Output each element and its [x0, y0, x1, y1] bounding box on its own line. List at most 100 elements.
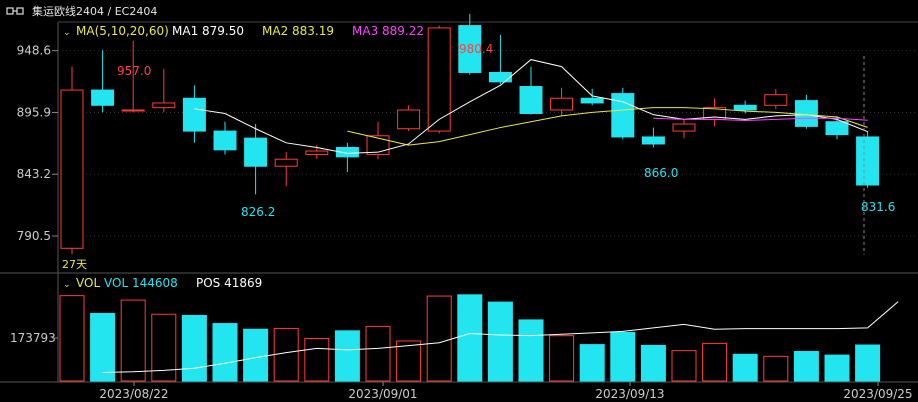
- candle-body: [213, 130, 237, 151]
- ma3-value: MA3 889.22: [352, 24, 424, 38]
- link-icon[interactable]: [6, 5, 24, 17]
- price-axis-tick: 948.6: [17, 44, 51, 58]
- chevron-down-icon[interactable]: ⌄: [63, 280, 71, 290]
- candle: [641, 127, 665, 148]
- pos-value: POS 41869: [196, 276, 262, 290]
- volume-bar: [824, 354, 850, 382]
- volume-bar: [640, 344, 666, 382]
- candle-body: [366, 135, 390, 156]
- candle: [458, 13, 482, 75]
- annotation-last-low: 831.6: [861, 200, 895, 214]
- candle: [856, 131, 880, 188]
- volume-bar: [90, 312, 116, 382]
- volume-bar: [579, 344, 605, 382]
- candle: [152, 68, 176, 113]
- date-axis: 2023/08/22 2023/09/01 2023/09/13 2023/09/25: [99, 382, 913, 401]
- title-bar: 集运欧线2404 / EC2404: [0, 0, 918, 22]
- instrument-title: 集运欧线2404 / EC2404: [32, 5, 158, 18]
- candle-body: [182, 97, 206, 132]
- ma2-line: [347, 107, 868, 146]
- candle-body: [335, 146, 359, 158]
- candle-body: [856, 136, 880, 186]
- volume-bar: [457, 294, 483, 382]
- candle: [427, 25, 451, 134]
- vol-value: VOL 144608: [104, 276, 178, 290]
- ma2-value: MA2 883.19: [262, 24, 334, 38]
- ma3-line: [653, 117, 868, 122]
- ma1-line: [194, 59, 868, 154]
- candle-body: [672, 123, 696, 132]
- annotation-low-866: 866.0: [644, 166, 678, 180]
- candle: [397, 105, 421, 132]
- candle: [519, 66, 543, 115]
- candle: [60, 66, 84, 255]
- volume-bar: [671, 350, 697, 382]
- candle: [274, 152, 298, 187]
- candle: [91, 50, 115, 113]
- moving-average-lines: [194, 59, 868, 154]
- price-axis-tick: 843.2: [17, 167, 51, 181]
- volume-bar: [855, 344, 881, 382]
- candle-body: [244, 137, 268, 167]
- price-axis-tick: 895.9: [17, 105, 51, 119]
- price-axis: 948.6 895.9 843.2 790.5: [17, 44, 58, 243]
- volume-bar: [212, 323, 238, 382]
- volume-series: [59, 294, 881, 382]
- date-axis-label: 2023/09/13: [595, 387, 664, 401]
- volume-bar: [426, 295, 452, 382]
- volume-legend: ⌄ VOL VOL 144608 POS 41869: [63, 276, 262, 290]
- price-axis-tick: 790.5: [17, 229, 51, 243]
- volume-bar: [120, 299, 146, 382]
- candle: [611, 87, 635, 140]
- candle: [121, 40, 145, 113]
- day-count-label: 27天: [62, 258, 87, 271]
- price-legend: ⌄ MA(5,10,20,60) MA1 879.50 MA2 883.19 M…: [63, 24, 424, 38]
- position-line-path: [102, 301, 899, 373]
- candle-body: [152, 102, 176, 109]
- volume-bar: [396, 340, 422, 382]
- volume-bar: [181, 314, 207, 382]
- chevron-down-icon[interactable]: ⌄: [63, 28, 71, 38]
- date-axis-label: 2023/09/01: [348, 387, 417, 401]
- candle: [794, 94, 818, 129]
- candle: [672, 119, 696, 139]
- volume-bar: [702, 342, 728, 382]
- volume-bar: [549, 335, 575, 382]
- candle: [580, 88, 604, 106]
- candle-body: [458, 25, 482, 73]
- candle: [488, 34, 512, 85]
- date-axis-label: 2023/08/22: [99, 387, 168, 401]
- candle-body: [794, 100, 818, 127]
- candle: [335, 142, 359, 173]
- volume-bar: [243, 328, 269, 382]
- grid-lines: [58, 50, 918, 237]
- volume-bar: [273, 327, 299, 382]
- ma-indicator-label[interactable]: MA(5,10,20,60): [76, 24, 169, 38]
- candle-body: [488, 71, 512, 83]
- position-line: [102, 301, 899, 373]
- candle-body: [121, 109, 145, 112]
- chart-frame: [0, 21, 918, 383]
- candle-body: [91, 89, 115, 106]
- candle: [703, 98, 727, 127]
- volume-bar: [304, 338, 330, 382]
- candle-body: [550, 97, 574, 111]
- volume-bar: [793, 350, 819, 382]
- date-axis-label: 2023/09/25: [843, 387, 912, 401]
- candle-body: [764, 94, 788, 106]
- vol-indicator-label[interactable]: VOL: [76, 276, 100, 290]
- ma1-value: MA1 879.50: [172, 24, 244, 38]
- price-annotations: 957.0 980.4 826.2 866.0 831.6 27天: [62, 42, 895, 271]
- volume-bar: [487, 301, 513, 382]
- volume-bar: [59, 295, 85, 382]
- annotation-high-957: 957.0: [117, 64, 151, 78]
- volume-axis-tick: 173793: [10, 331, 56, 345]
- annotation-low-826: 826.2: [241, 205, 275, 219]
- candle-body: [427, 27, 451, 132]
- candle-body: [733, 104, 757, 111]
- candle-body: [305, 150, 329, 156]
- volume-bar: [732, 353, 758, 382]
- candle-body: [580, 97, 604, 104]
- volume-bar: [763, 355, 789, 382]
